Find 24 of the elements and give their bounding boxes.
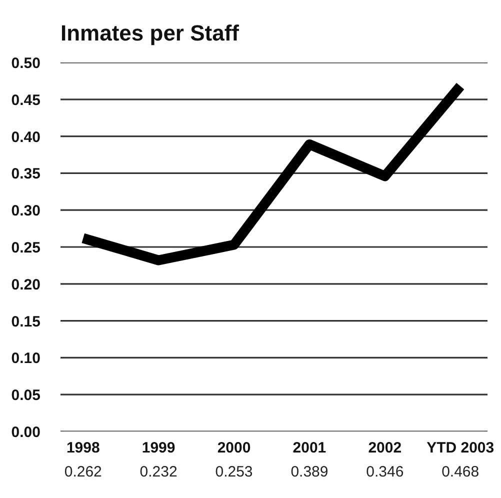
data-label: 0.468 (442, 464, 480, 480)
y-tick-label: 0.30 (11, 202, 41, 220)
x-tick-label: 2001 (292, 440, 326, 456)
x-tick-label: 2002 (368, 440, 402, 456)
y-tick-label: 0.10 (11, 350, 41, 368)
y-tick-label: 0.50 (11, 55, 41, 72)
data-label: 0.253 (215, 464, 253, 480)
x-tick-label: 1999 (142, 440, 176, 456)
y-tick-label: 0.05 (11, 387, 41, 404)
chart-title: Inmates per Staff (60, 20, 240, 46)
y-tick-label: 0.25 (11, 240, 41, 256)
data-label: 0.232 (140, 464, 178, 480)
data-label: 0.389 (290, 464, 328, 480)
y-tick-label: 0.20 (11, 276, 41, 294)
x-tick-label: 2000 (217, 440, 251, 456)
x-tick-label: YTD 2003 (426, 440, 494, 456)
data-label: 0.262 (64, 464, 102, 480)
y-tick-label: 0.40 (11, 128, 41, 146)
y-tick-label: 0.35 (11, 166, 41, 183)
y-tick-label: 0.45 (11, 92, 41, 109)
data-label: 0.346 (366, 464, 404, 480)
y-tick-label: 0.00 (11, 424, 41, 441)
x-tick-label: 1998 (66, 440, 100, 456)
y-tick-label: 0.15 (11, 313, 41, 330)
